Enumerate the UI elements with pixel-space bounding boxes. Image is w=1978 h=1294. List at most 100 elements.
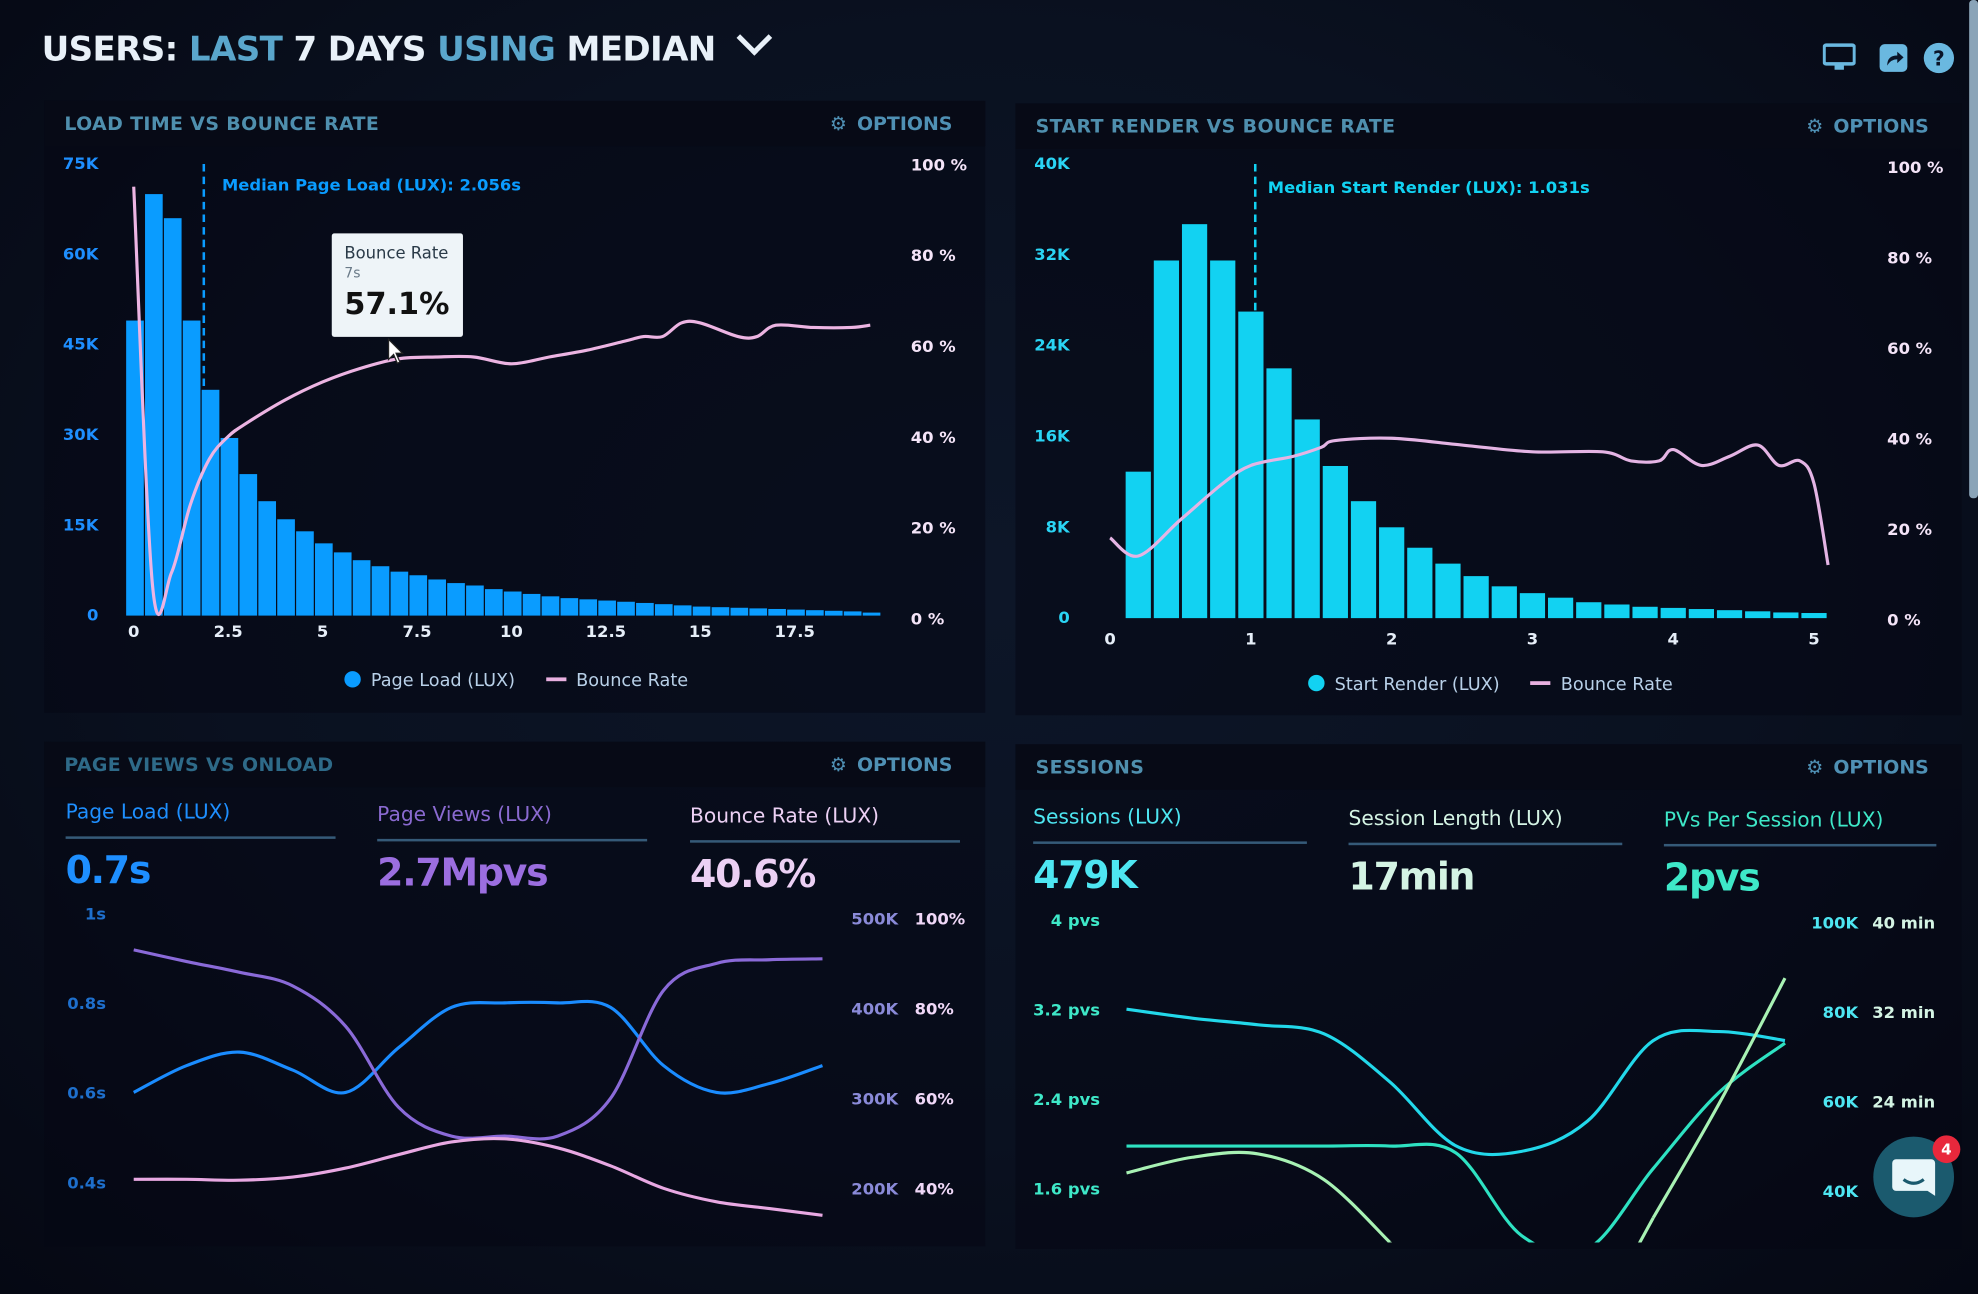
bar[interactable] bbox=[145, 194, 163, 616]
panel-header: START RENDER VS BOUNCE RATE ⚙ OPTIONS bbox=[1015, 103, 1962, 149]
bar[interactable] bbox=[1379, 527, 1405, 619]
bar[interactable] bbox=[617, 601, 635, 616]
options-button[interactable]: ⚙ OPTIONS bbox=[830, 753, 953, 776]
options-button[interactable]: ⚙ OPTIONS bbox=[1806, 115, 1929, 138]
legend-item-bounce-rate[interactable]: Bounce Rate bbox=[521, 671, 688, 691]
bar[interactable] bbox=[843, 611, 862, 616]
bar[interactable] bbox=[692, 606, 711, 616]
bar[interactable] bbox=[1125, 471, 1151, 619]
bar[interactable] bbox=[1153, 260, 1180, 619]
bar[interactable] bbox=[1350, 501, 1377, 619]
legend-item-bounce-rate[interactable]: Bounce Rate bbox=[1505, 675, 1673, 695]
bar[interactable] bbox=[749, 608, 768, 616]
bar[interactable] bbox=[466, 585, 484, 616]
bar[interactable] bbox=[1181, 224, 1208, 619]
legend-item-page-load[interactable]: Page Load (LUX) bbox=[344, 671, 515, 691]
bar[interactable] bbox=[258, 501, 277, 616]
kpi-session-length: Session Length (LUX) 17min bbox=[1348, 806, 1623, 899]
monitor-icon[interactable] bbox=[1822, 42, 1856, 75]
bar[interactable] bbox=[1773, 612, 1799, 619]
y2-tick-label: 0 % bbox=[911, 609, 945, 628]
histogram-chart-0: Median Page Load (LUX): 2.056s 0 2.5 5 7.5 10… bbox=[63, 154, 967, 641]
bar[interactable] bbox=[220, 437, 239, 616]
options-button[interactable]: ⚙ OPTIONS bbox=[830, 112, 953, 135]
y-tick-label: 16K bbox=[1034, 427, 1071, 446]
bounce-rate-line[interactable] bbox=[1109, 436, 1830, 566]
bar[interactable] bbox=[1604, 604, 1630, 619]
bar[interactable] bbox=[579, 599, 598, 616]
bar[interactable] bbox=[1801, 613, 1827, 619]
series-line-2[interactable] bbox=[1126, 1150, 1391, 1243]
bar[interactable] bbox=[352, 560, 371, 616]
bar[interactable] bbox=[673, 605, 692, 616]
bar[interactable] bbox=[598, 600, 616, 616]
bar[interactable] bbox=[862, 612, 881, 616]
bar[interactable] bbox=[1210, 260, 1236, 619]
page-title[interactable]: USERS: LAST 7 DAYS USING MEDIAN bbox=[42, 20, 773, 69]
median-label: Median Start Render (LUX): 1.031s bbox=[1268, 178, 1590, 197]
bar[interactable] bbox=[1547, 597, 1574, 619]
bar[interactable] bbox=[182, 320, 201, 616]
bar[interactable] bbox=[1266, 368, 1292, 619]
bar[interactable] bbox=[1491, 586, 1517, 619]
bar[interactable] bbox=[1688, 609, 1714, 619]
bar[interactable] bbox=[1576, 602, 1602, 619]
bounce-rate-line[interactable] bbox=[132, 186, 871, 616]
bar[interactable] bbox=[333, 552, 352, 616]
series-line-1[interactable] bbox=[133, 948, 823, 1141]
bar[interactable] bbox=[296, 531, 314, 616]
series-line-1[interactable] bbox=[1126, 1041, 1786, 1254]
bar[interactable] bbox=[277, 519, 295, 616]
bar[interactable] bbox=[1660, 607, 1686, 619]
legend-line-icon bbox=[1530, 681, 1551, 685]
bar[interactable] bbox=[1322, 465, 1348, 619]
bar[interactable] bbox=[1463, 576, 1489, 619]
bar[interactable] bbox=[163, 218, 182, 616]
scrollbar[interactable] bbox=[1969, 0, 1978, 499]
help-icon[interactable]: ? bbox=[1922, 42, 1955, 75]
kpi-label: Session Length (LUX) bbox=[1348, 806, 1623, 846]
bar[interactable] bbox=[522, 593, 541, 616]
bar[interactable] bbox=[390, 571, 409, 616]
series-line-2[interactable] bbox=[1651, 977, 1787, 1219]
bar[interactable] bbox=[711, 607, 730, 616]
bar[interactable] bbox=[409, 575, 428, 616]
bar[interactable] bbox=[126, 320, 144, 616]
bar[interactable] bbox=[1745, 611, 1771, 619]
x-tick-label: 2.5 bbox=[214, 622, 243, 641]
series-line-2-tail bbox=[1389, 1241, 1392, 1243]
bar[interactable] bbox=[315, 543, 333, 616]
bar[interactable] bbox=[447, 583, 465, 616]
bar[interactable] bbox=[484, 589, 503, 616]
bar[interactable] bbox=[560, 598, 579, 616]
bar[interactable] bbox=[824, 610, 843, 616]
bar[interactable] bbox=[428, 579, 446, 616]
bar[interactable] bbox=[1435, 563, 1461, 619]
series-line-0[interactable] bbox=[133, 999, 823, 1095]
bar[interactable] bbox=[541, 596, 560, 616]
bar[interactable] bbox=[371, 566, 390, 616]
y-tick-label: 0 bbox=[87, 606, 98, 625]
bar[interactable] bbox=[1716, 610, 1743, 619]
series-line-0[interactable] bbox=[1126, 1007, 1786, 1157]
bar[interactable] bbox=[768, 608, 786, 616]
bar[interactable] bbox=[1519, 593, 1546, 619]
bar[interactable] bbox=[787, 609, 805, 616]
share-icon[interactable] bbox=[1877, 42, 1910, 75]
bar[interactable] bbox=[503, 591, 522, 616]
chart-legend: Page Load (LUX) Bounce Rate bbox=[344, 671, 688, 691]
bar[interactable] bbox=[1407, 547, 1433, 619]
series-line-2[interactable] bbox=[133, 1136, 823, 1217]
kpi-value: 40.6% bbox=[690, 852, 816, 897]
y-tick-label: 1s bbox=[85, 905, 106, 924]
bar[interactable] bbox=[1632, 606, 1658, 619]
bar[interactable] bbox=[806, 610, 824, 616]
legend-item-start-render[interactable]: Start Render (LUX) bbox=[1308, 674, 1500, 695]
y2-tick-label: 40 % bbox=[911, 428, 956, 447]
bar[interactable] bbox=[654, 604, 673, 616]
bar[interactable] bbox=[636, 602, 654, 616]
bar[interactable] bbox=[239, 474, 258, 616]
options-button[interactable]: ⚙ OPTIONS bbox=[1806, 756, 1929, 779]
bar[interactable] bbox=[201, 389, 220, 616]
bar[interactable] bbox=[730, 607, 749, 616]
